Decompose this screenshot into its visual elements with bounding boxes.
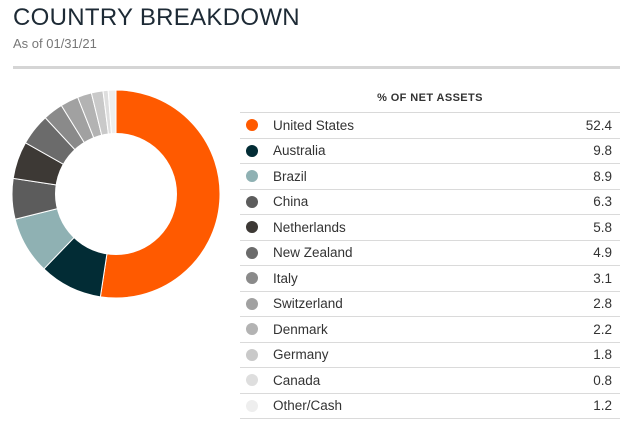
table-row: New Zealand 4.9 <box>240 241 620 266</box>
table-row: Switzerland 2.8 <box>240 292 620 317</box>
country-name: Denmark <box>273 321 328 337</box>
legend-dot <box>246 399 258 412</box>
legend-dot <box>246 170 258 183</box>
net-assets-value: 4.9 <box>593 245 612 261</box>
legend-dot <box>246 348 258 361</box>
table-row: Italy 3.1 <box>240 266 620 292</box>
table-row: Australia 9.8 <box>240 139 620 164</box>
country-name: Switzerland <box>273 296 343 312</box>
net-assets-value: 52.4 <box>585 117 612 133</box>
country-name: Brazil <box>273 168 307 184</box>
legend-dot <box>246 297 258 310</box>
country-name: Netherlands <box>273 219 346 235</box>
country-name: China <box>273 194 309 210</box>
country-name: Italy <box>273 270 298 286</box>
net-assets-value: 8.9 <box>593 168 612 184</box>
country-name: United States <box>273 117 355 133</box>
table-row: United States 52.4 <box>240 113 620 139</box>
legend-dot <box>246 323 258 336</box>
legend-dot <box>246 221 258 234</box>
country-table: % OF NET ASSETS United States 52.4 Austral… <box>240 84 620 419</box>
table-row: Canada 0.8 <box>240 368 620 394</box>
net-assets-value: 1.2 <box>593 398 612 414</box>
net-assets-value: 9.8 <box>593 143 612 159</box>
net-assets-value: 0.8 <box>593 372 612 388</box>
table-row: China 6.3 <box>240 190 620 215</box>
country-name: Other/Cash <box>273 398 343 414</box>
table-row: Other/Cash 1.2 <box>240 394 620 419</box>
legend-dot <box>246 374 258 387</box>
net-assets-value: 1.8 <box>593 347 612 363</box>
net-assets-value: 2.8 <box>593 296 612 312</box>
country-name: Australia <box>273 143 326 159</box>
page-title: COUNTRY BREAKDOWN <box>13 4 300 31</box>
net-assets-value: 5.8 <box>593 219 612 235</box>
net-assets-value: 6.3 <box>593 194 612 210</box>
table-row: Germany 1.8 <box>240 343 620 368</box>
table-body: United States 52.4 Australia 9.8 Brazil 8.9 Ch… <box>240 113 620 419</box>
table-row: Netherlands 5.8 <box>240 215 620 241</box>
legend-dot <box>246 246 258 259</box>
country-name: Germany <box>273 347 329 363</box>
table-header: % OF NET ASSETS <box>240 84 620 113</box>
legend-dot <box>246 195 258 208</box>
net-assets-value: 3.1 <box>593 270 612 286</box>
legend-dot <box>246 272 258 285</box>
donut-hole <box>55 133 177 255</box>
legend-dot <box>246 119 258 132</box>
table-row: Brazil 8.9 <box>240 164 620 190</box>
country-name: New Zealand <box>273 245 353 261</box>
legend-dot <box>246 144 258 157</box>
country-name: Canada <box>273 372 321 388</box>
table-row: Denmark 2.2 <box>240 317 620 343</box>
net-assets-value: 2.2 <box>593 321 612 337</box>
header-divider <box>13 66 620 69</box>
donut-chart <box>12 90 220 298</box>
as-of-date: As of 01/31/21 <box>13 36 97 51</box>
